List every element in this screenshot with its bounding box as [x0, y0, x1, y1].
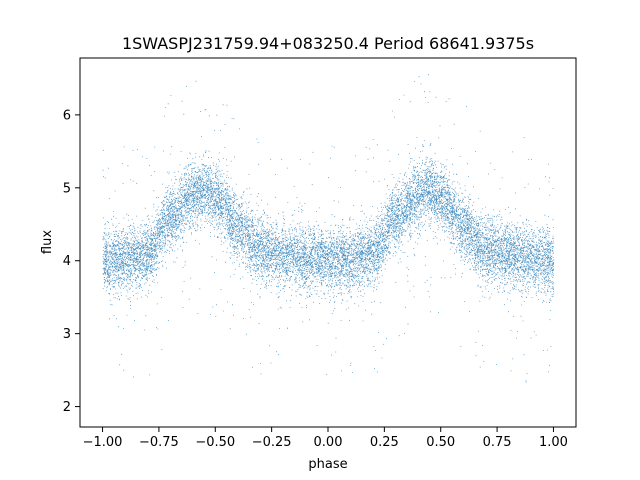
y-tick-label: 3 [63, 327, 71, 342]
y-axis-label: flux [40, 230, 55, 254]
y-axis: 2 3 4 5 6 [63, 108, 80, 415]
x-tick-label: 0.75 [483, 435, 512, 450]
x-tick-label: 0.50 [426, 435, 455, 450]
x-axis: −1.00 −0.75 −0.50 −0.25 0.00 0.25 0.50 0.75 1.00 [83, 427, 568, 450]
y-tick-label: 2 [63, 400, 71, 415]
x-tick-label: 0.00 [314, 435, 343, 450]
x-tick-label: −1.00 [83, 435, 123, 450]
x-tick-label: 0.25 [370, 435, 399, 450]
chart-title: 1SWASPJ231759.94+083250.4 Period 68641.9… [122, 34, 534, 53]
x-tick-label: −0.75 [139, 435, 179, 450]
x-tick-label: −0.25 [252, 435, 292, 450]
x-tick-label: −0.50 [195, 435, 235, 450]
x-tick-label: 1.00 [539, 435, 568, 450]
y-tick-label: 4 [63, 254, 71, 269]
y-tick-label: 6 [63, 108, 71, 123]
x-axis-label: phase [308, 457, 347, 472]
y-tick-label: 5 [63, 181, 71, 196]
